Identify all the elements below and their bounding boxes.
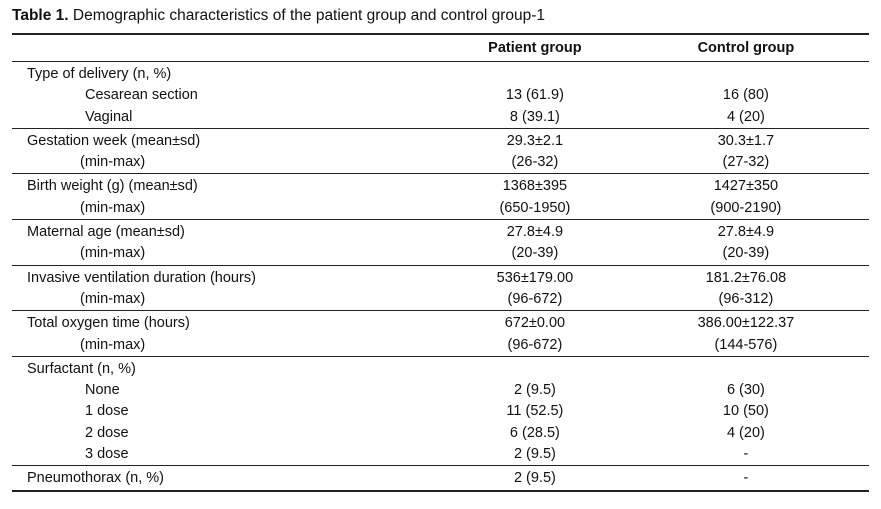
group-surfactant: Surfactant (n, %) None 2 (9.5) 6 (30) 1 … (12, 356, 869, 466)
table-row: Gestation week (mean±sd) 29.3±2.1 30.3±1… (12, 128, 869, 152)
table-row: Cesarean section 13 (61.9) 16 (80) (12, 85, 869, 106)
patient-value: (96-672) (507, 290, 563, 307)
control-value: (20-39) (722, 245, 770, 262)
table-caption-label: Table 1. (12, 7, 69, 24)
patient-value: (26-32) (511, 154, 559, 171)
table-row: None 2 (9.5) 6 (30) (12, 380, 869, 401)
control-value: (900-2190) (710, 199, 782, 216)
control-value: 6 (30) (726, 382, 765, 399)
patient-value: 2 (9.5) (513, 382, 556, 399)
control-value: 30.3±1.7 (717, 132, 775, 149)
row-label: (min-max) (80, 245, 146, 262)
group-birth-weight: Birth weight (g) (mean±sd) 1368±395 1427… (12, 174, 869, 220)
patient-value: 8 (39.1) (509, 108, 560, 125)
table-row: Vaginal 8 (39.1) 4 (20) (12, 107, 869, 129)
control-value: - (743, 446, 749, 463)
patient-value: (20-39) (511, 245, 559, 262)
row-label: Pneumothorax (n, %) (27, 470, 165, 487)
control-value: 1427±350 (713, 178, 779, 195)
patient-value: (650-1950) (499, 199, 571, 216)
patient-value: 27.8±4.9 (506, 224, 564, 241)
row-label: Birth weight (g) (mean±sd) (27, 178, 198, 195)
table-caption-text: Demographic characteristics of the patie… (68, 7, 546, 24)
row-label: Invasive ventilation duration (hours) (27, 269, 256, 286)
row-label: Type of delivery (n, %) (27, 66, 172, 82)
table-row: Maternal age (mean±sd) 27.8±4.9 27.8±4.9 (12, 220, 869, 244)
row-label: None (85, 382, 120, 399)
table-row: 1 dose 11 (52.5) 10 (50) (12, 401, 869, 422)
patient-value: (96-672) (507, 336, 563, 353)
header-patient-group: Patient group (488, 40, 582, 56)
patient-value: 672±0.00 (504, 315, 566, 332)
control-value: 27.8±4.9 (717, 224, 775, 241)
row-label: 2 dose (85, 424, 129, 441)
table-row: (min-max) (96-672) (144-576) (12, 335, 869, 357)
row-label: (min-max) (80, 290, 146, 307)
table-row: (min-max) (96-672) (96-312) (12, 289, 869, 311)
group-delivery: Type of delivery (n, %) Cesarean section… (12, 62, 869, 129)
control-value: (27-32) (722, 154, 770, 171)
demographics-table: Patient group Control group Type of deli… (12, 33, 869, 492)
control-value: 386.00±122.37 (697, 315, 795, 332)
control-value: 10 (50) (722, 403, 769, 420)
table-caption: Table 1. Demographic characteristics of … (12, 7, 545, 25)
header-control-group: Control group (697, 40, 795, 56)
patient-value: 11 (52.5) (506, 403, 564, 420)
group-ventilation: Invasive ventilation duration (hours) 53… (12, 265, 869, 311)
control-value: (96-312) (718, 290, 774, 307)
table-row: Invasive ventilation duration (hours) 53… (12, 265, 869, 289)
row-label: (min-max) (80, 336, 146, 353)
group-maternal-age: Maternal age (mean±sd) 27.8±4.9 27.8±4.9… (12, 220, 869, 266)
row-label: (min-max) (80, 154, 146, 171)
table-row: Type of delivery (n, %) (12, 62, 869, 86)
group-oxygen: Total oxygen time (hours) 672±0.00 386.0… (12, 311, 869, 357)
patient-value: 29.3±2.1 (506, 132, 564, 149)
row-label: Maternal age (mean±sd) (27, 224, 185, 241)
table-row: Birth weight (g) (mean±sd) 1368±395 1427… (12, 174, 869, 198)
row-label: Gestation week (mean±sd) (27, 132, 201, 149)
group-pneumothorax: Pneumothorax (n, %) 2 (9.5) - (12, 466, 869, 491)
patient-value: 2 (9.5) (513, 470, 556, 487)
table-row: (min-max) (650-1950) (900-2190) (12, 198, 869, 220)
row-label: Cesarean section (85, 87, 198, 104)
control-value: (144-576) (714, 336, 778, 353)
control-value: 181.2±76.08 (705, 269, 787, 286)
table-row: (min-max) (20-39) (20-39) (12, 243, 869, 265)
table-row: Pneumothorax (n, %) 2 (9.5) - (12, 466, 869, 491)
row-label: Surfactant (n, %) (27, 360, 136, 377)
table-row: (min-max) (26-32) (27-32) (12, 152, 869, 174)
control-value: 4 (20) (726, 108, 765, 125)
table-row: 3 dose 2 (9.5) - (12, 444, 869, 466)
table-header-row: Patient group Control group (12, 34, 869, 62)
control-value: 4 (20) (726, 424, 765, 441)
patient-value: 536±179.00 (496, 269, 574, 286)
patient-value: 1368±395 (502, 178, 568, 195)
patient-value: 2 (9.5) (513, 446, 556, 463)
table-row: Surfactant (n, %) (12, 356, 869, 380)
row-label: 3 dose (85, 446, 129, 463)
row-label: 1 dose (85, 403, 129, 420)
table-row: 2 dose 6 (28.5) 4 (20) (12, 423, 869, 444)
patient-value: 13 (61.9) (505, 87, 564, 104)
row-label: (min-max) (80, 199, 146, 216)
patient-value: 6 (28.5) (509, 424, 560, 441)
control-value: - (743, 470, 749, 487)
row-label: Total oxygen time (hours) (27, 315, 190, 332)
control-value: 16 (80) (722, 87, 769, 104)
row-label: Vaginal (85, 108, 133, 125)
group-gestation: Gestation week (mean±sd) 29.3±2.1 30.3±1… (12, 128, 869, 174)
header-blank (12, 34, 447, 62)
table-row: Total oxygen time (hours) 672±0.00 386.0… (12, 311, 869, 335)
